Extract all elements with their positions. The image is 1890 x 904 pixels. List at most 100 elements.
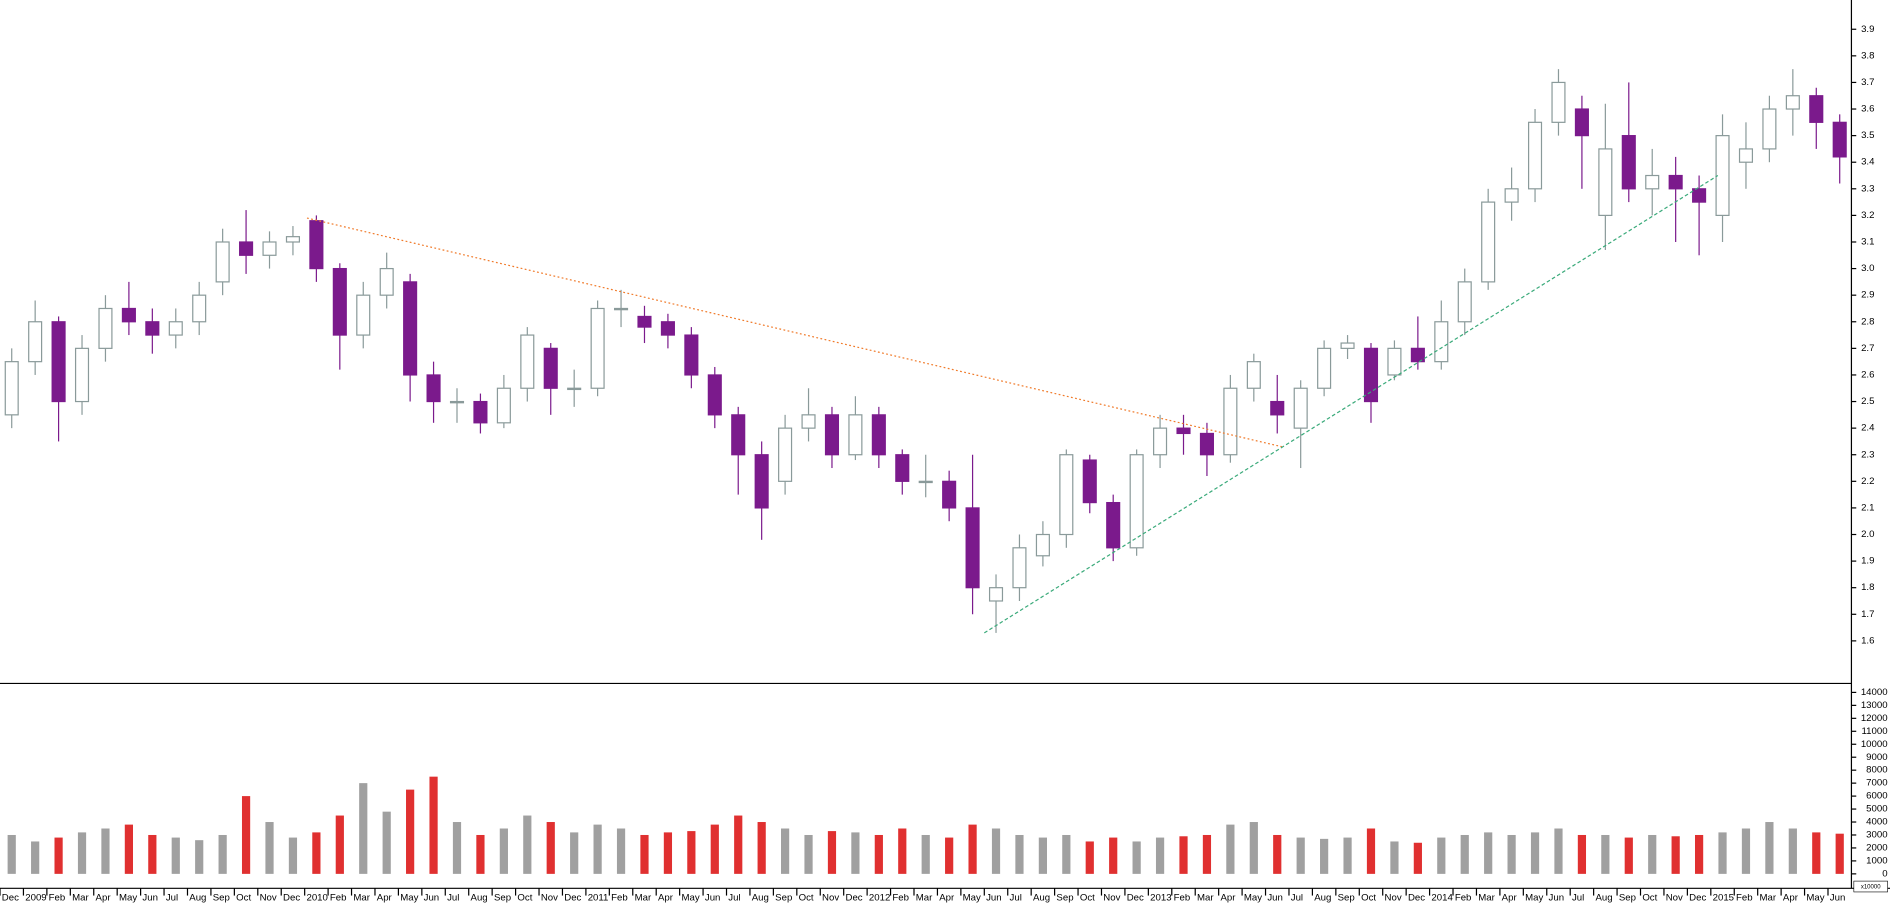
volume-bar [335, 815, 344, 874]
volume-bar [523, 815, 532, 874]
volume-tick-label: 2000 [1866, 842, 1887, 853]
volume-tick-label: 6000 [1866, 791, 1887, 802]
candle-body [4, 361, 19, 416]
x-tick-label: May [1244, 893, 1262, 904]
x-tick-label: Feb [1455, 893, 1472, 904]
volume-bar [1460, 834, 1469, 874]
candle-body [121, 307, 136, 323]
x-tick-label: Aug [471, 893, 488, 904]
candle-body [1551, 81, 1566, 123]
volume-bar [1765, 822, 1774, 874]
volume-bar [1273, 834, 1282, 874]
volume-bar [687, 831, 696, 874]
candle-body [1387, 347, 1402, 376]
volume-bar [1694, 834, 1704, 874]
volume-bar [288, 837, 298, 874]
y-tick-label: 3.1 [1861, 237, 1874, 248]
volume-bar [7, 834, 16, 874]
volume-tick-label: 13000 [1861, 700, 1888, 711]
volume-bar [429, 776, 438, 874]
x-tick-label: Oct [236, 893, 251, 904]
volume-bar [593, 824, 602, 874]
candle-body [1199, 432, 1214, 456]
volume-bar [827, 831, 837, 874]
x-tick-label: May [1806, 893, 1824, 904]
volume-bar [1390, 841, 1399, 874]
volume-bar [312, 832, 321, 874]
x-tick-label: Jun [424, 893, 440, 904]
y-tick-label: 2.4 [1861, 423, 1875, 434]
x-tick-label: Sep [494, 893, 511, 904]
candle-body [895, 454, 910, 482]
candle-body [1270, 400, 1285, 416]
volume-tick-label: 7000 [1866, 778, 1887, 789]
volume-bar [452, 822, 462, 874]
x-tick-label: Mar [353, 893, 370, 904]
candle-body [707, 374, 722, 416]
candle-body [988, 587, 1004, 602]
volume-tick-label: 4000 [1866, 817, 1887, 828]
volume-tick-label: 12000 [1861, 713, 1888, 724]
candle-body [778, 427, 793, 482]
x-tick-label: Apr [377, 893, 393, 904]
y-tick-label: 2.8 [1861, 316, 1874, 327]
volume-bar [1366, 828, 1376, 874]
x-tick-label: Apr [96, 893, 112, 904]
volume-bar [1601, 834, 1610, 874]
volume-bar [1155, 837, 1165, 874]
candle-body [1410, 347, 1425, 363]
x-tick-label: Feb [330, 893, 347, 904]
x-tick-label: 2013 [1150, 893, 1171, 904]
candle-body [1363, 347, 1379, 403]
volume-bar [1554, 828, 1563, 874]
y-tick-label: 3.2 [1861, 210, 1874, 221]
volume-bar [780, 828, 790, 874]
candle-body [1481, 201, 1496, 283]
volume-bar [124, 824, 133, 874]
candle-body [965, 507, 980, 589]
x-tick-label: Mar [635, 893, 652, 904]
x-tick-label: Apr [939, 893, 955, 904]
volume-bar [171, 837, 180, 874]
x-tick-label: Nov [1385, 893, 1402, 904]
candle-body [473, 400, 488, 424]
y-tick-label: 3.3 [1861, 183, 1874, 194]
volume-bar [1530, 832, 1540, 874]
candle-body [684, 334, 699, 376]
y-tick-label: 1.6 [1861, 635, 1874, 646]
volume-bar [1249, 822, 1258, 874]
volume-bar [218, 834, 227, 874]
volume-tick-label: 3000 [1866, 830, 1887, 841]
volume-bar [54, 837, 63, 874]
x-tick-label: Feb [1736, 893, 1753, 904]
candle-body [614, 307, 629, 311]
x-tick-label: Sep [213, 893, 230, 904]
volume-bar [945, 837, 954, 874]
x-tick-label: 2012 [869, 893, 890, 904]
candle-body [262, 241, 277, 256]
candle-body [520, 334, 535, 389]
x-tick-label: Feb [611, 893, 628, 904]
volume-bar [663, 832, 673, 874]
x-tick-label: 2011 [588, 893, 609, 904]
candle-body [145, 321, 160, 336]
candle-body [379, 267, 394, 296]
volume-bar [1718, 832, 1727, 874]
volume-tick-label: 11000 [1862, 726, 1888, 737]
volume-bar [359, 783, 368, 874]
candle-body [1082, 459, 1097, 504]
candle-body [426, 374, 441, 403]
x-tick-label: 2015 [1713, 893, 1734, 904]
candle-body [309, 220, 324, 270]
x-tick-label: Oct [1080, 893, 1095, 904]
x-tick-label: Dec [1689, 893, 1706, 904]
y-tick-label: 2.2 [1861, 476, 1874, 487]
candle-body [356, 294, 371, 336]
x-tick-label: May [681, 893, 699, 904]
y-tick-label: 3.4 [1861, 157, 1875, 168]
volume-bar [1413, 842, 1422, 874]
candle-body [1223, 387, 1238, 456]
x-tick-label: Dec [1127, 893, 1144, 904]
x-tick-label: 2014 [1431, 893, 1453, 904]
